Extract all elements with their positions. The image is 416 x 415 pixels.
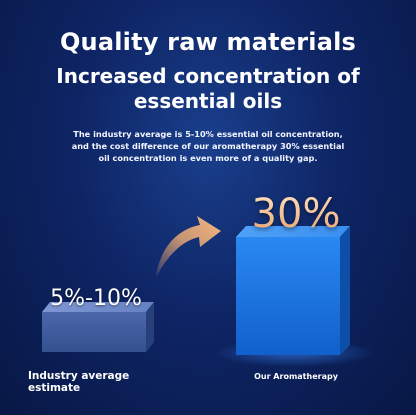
- left-bar: [42, 302, 154, 352]
- comparison-graphic: 5%-10% 30% Industry average estimate Our…: [0, 185, 416, 415]
- page-subtitle: Increased concentration of essential oil…: [56, 64, 360, 113]
- arrow-icon: [156, 216, 221, 277]
- page-title: Quality raw materials: [59, 28, 357, 56]
- industry-percentage: 5%-10%: [50, 286, 142, 311]
- our-percentage: 30%: [236, 191, 356, 237]
- right-bar: [236, 226, 350, 355]
- bar-shapes: [42, 216, 374, 367]
- our-label: Our Aromatherapy: [254, 372, 338, 381]
- industry-label: Industry average estimate: [28, 370, 130, 394]
- description-text: The industry average is 5-10% essential …: [71, 129, 345, 163]
